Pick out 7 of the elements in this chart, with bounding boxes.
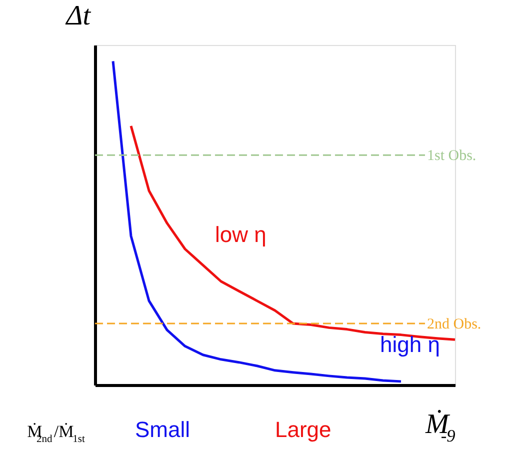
text: Large (275, 417, 332, 442)
series-label: high η (380, 332, 440, 357)
series-label: low η (215, 222, 266, 247)
ref-line-label: 1st Obs. (427, 148, 476, 164)
ref-line-label: 2nd Obs. (427, 316, 482, 332)
y-axis-title: Δt (65, 0, 92, 32)
text: Small (135, 417, 190, 442)
